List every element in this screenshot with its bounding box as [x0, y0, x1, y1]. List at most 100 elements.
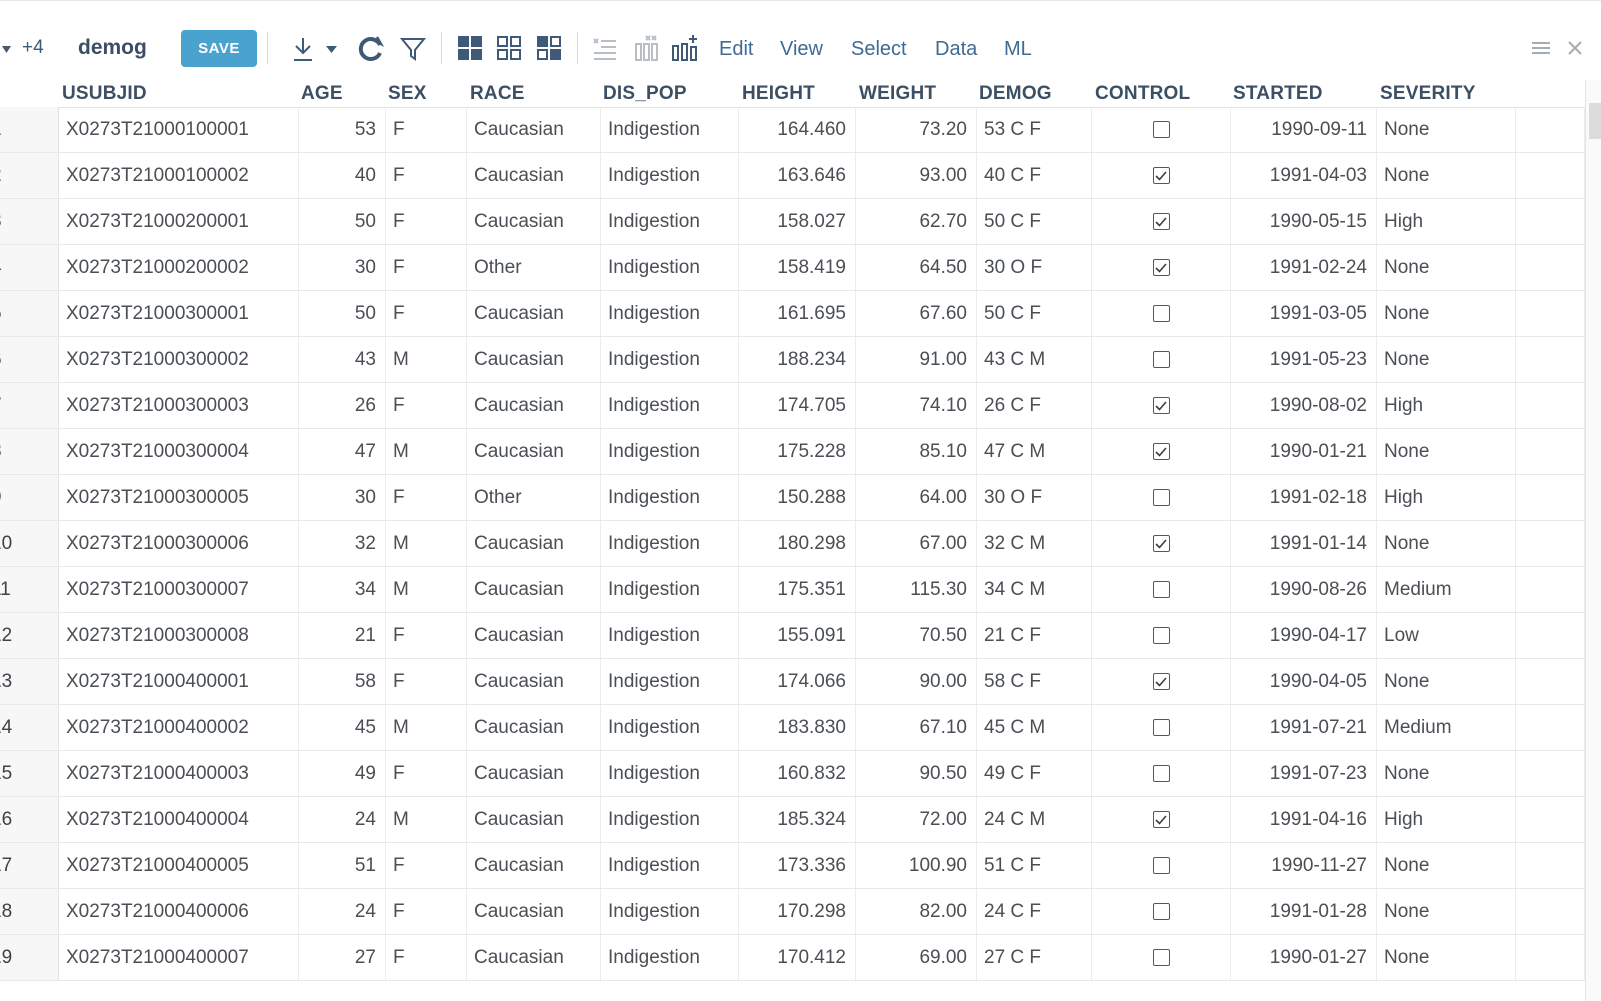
cell-severity[interactable]: Medium [1377, 567, 1516, 612]
cell-race[interactable]: Caucasian [467, 705, 601, 750]
cell-weight[interactable]: 62.70 [856, 199, 977, 244]
cell-age[interactable]: 30 [299, 245, 386, 290]
checkbox-unchecked[interactable] [1152, 719, 1170, 736]
cell-usubjid[interactable]: X0273T21000400007 [59, 935, 299, 980]
checkbox-checked[interactable] [1152, 535, 1170, 552]
cell-started[interactable]: 1991-01-28 [1231, 889, 1377, 934]
cell-demog[interactable]: 34 C M [977, 567, 1092, 612]
table-row[interactable]: 16 X0273T2100040000424MCaucasianIndigesti… [0, 797, 1585, 843]
cell-height[interactable]: 175.351 [739, 567, 856, 612]
scrollbar-thumb[interactable] [1589, 103, 1601, 139]
cell-dis-pop[interactable]: Indigestion [601, 843, 739, 888]
cell-sex[interactable]: F [386, 383, 467, 428]
cell-demog[interactable]: 43 C M [977, 337, 1092, 382]
cell-race[interactable]: Caucasian [467, 337, 601, 382]
cell-sex[interactable]: M [386, 567, 467, 612]
cell-started[interactable]: 1990-08-26 [1231, 567, 1377, 612]
row-header[interactable] [0, 153, 59, 198]
cell-empty[interactable] [1516, 291, 1585, 336]
cell-empty[interactable] [1516, 797, 1585, 842]
cell-dis-pop[interactable]: Indigestion [601, 199, 739, 244]
table-row[interactable]: 11 X0273T2100030000734MCaucasianIndigesti… [0, 567, 1585, 613]
cell-started[interactable]: 1990-04-05 [1231, 659, 1377, 704]
cell-age[interactable]: 21 [299, 613, 386, 658]
cell-empty[interactable] [1516, 429, 1585, 474]
cell-height[interactable]: 174.705 [739, 383, 856, 428]
column-header-sex[interactable]: SEX [388, 83, 427, 104]
row-header[interactable] [0, 475, 59, 520]
column-header-weight[interactable]: WEIGHT [859, 83, 937, 104]
cell-age[interactable]: 24 [299, 889, 386, 934]
cell-weight[interactable]: 72.00 [856, 797, 977, 842]
cell-weight[interactable]: 90.00 [856, 659, 977, 704]
row-number[interactable]: 4 [0, 245, 59, 290]
cell-severity[interactable]: None [1377, 935, 1516, 980]
cell-age[interactable]: 50 [299, 199, 386, 244]
cell-demog[interactable]: 30 O F [977, 475, 1092, 520]
row-number[interactable]: 9 [0, 475, 59, 520]
cell-race[interactable]: Caucasian [467, 521, 601, 566]
cell-weight[interactable]: 67.60 [856, 291, 977, 336]
cell-weight[interactable]: 69.00 [856, 935, 977, 980]
cell-empty[interactable] [1516, 521, 1585, 566]
cell-height[interactable]: 185.324 [739, 797, 856, 842]
cell-usubjid[interactable]: X0273T21000300006 [59, 521, 299, 566]
dropdown-caret-icon[interactable] [324, 43, 338, 55]
refresh-icon[interactable] [356, 34, 386, 64]
hamburger-menu-icon[interactable] [1532, 35, 1550, 61]
cell-empty[interactable] [1516, 475, 1585, 520]
cell-sex[interactable]: F [386, 245, 467, 290]
cell-age[interactable]: 40 [299, 153, 386, 198]
table-row[interactable]: 19 X0273T2100040000727FCaucasianIndigesti… [0, 935, 1585, 981]
cell-usubjid[interactable]: X0273T21000300002 [59, 337, 299, 382]
row-header[interactable] [0, 659, 59, 704]
cell-started[interactable]: 1990-05-15 [1231, 199, 1377, 244]
cell-race[interactable]: Caucasian [467, 429, 601, 474]
cell-dis-pop[interactable]: Indigestion [601, 153, 739, 198]
cell-empty[interactable] [1516, 935, 1585, 980]
menu-select[interactable]: Select [851, 37, 907, 60]
column-header-dis-pop[interactable]: DIS_POP [603, 83, 687, 104]
checkbox-unchecked[interactable] [1152, 627, 1170, 644]
cell-severity[interactable]: None [1377, 153, 1516, 198]
table-row[interactable]: 10 X0273T2100030000632MCaucasianIndigesti… [0, 521, 1585, 567]
cell-weight[interactable]: 100.90 [856, 843, 977, 888]
row-number[interactable]: 16 [0, 808, 13, 830]
cell-dis-pop[interactable]: Indigestion [601, 567, 739, 612]
cell-sex[interactable]: M [386, 337, 467, 382]
cell-age[interactable]: 47 [299, 429, 386, 474]
row-number[interactable]: 11 [0, 578, 11, 600]
cell-age[interactable]: 45 [299, 705, 386, 750]
cell-weight[interactable]: 90.50 [856, 751, 977, 796]
column-header-usubjid[interactable]: USUBJID [62, 83, 147, 104]
cell-usubjid[interactable]: X0273T21000200002 [59, 245, 299, 290]
cell-started[interactable]: 1990-01-21 [1231, 429, 1377, 474]
cell-severity[interactable]: None [1377, 751, 1516, 796]
cell-started[interactable]: 1990-11-27 [1231, 843, 1377, 888]
cell-height[interactable]: 188.234 [739, 337, 856, 382]
checkbox-unchecked[interactable] [1152, 351, 1170, 368]
cell-race[interactable]: Caucasian [467, 291, 601, 336]
cell-age[interactable]: 43 [299, 337, 386, 382]
row-header[interactable] [0, 107, 59, 152]
cell-severity[interactable]: None [1377, 245, 1516, 290]
cell-severity[interactable]: None [1377, 291, 1516, 336]
checkbox-checked[interactable] [1152, 397, 1170, 414]
cell-usubjid[interactable]: X0273T21000400004 [59, 797, 299, 842]
cell-empty[interactable] [1516, 337, 1585, 382]
checkbox-checked[interactable] [1152, 259, 1170, 276]
table-row[interactable]: 1X0273T2100010000153FCaucasianIndigestio… [0, 107, 1585, 153]
row-number[interactable]: 17 [0, 854, 13, 876]
row-number[interactable]: 5 [0, 291, 59, 336]
row-header[interactable] [0, 383, 59, 428]
cell-dis-pop[interactable]: Indigestion [601, 245, 739, 290]
cell-usubjid[interactable]: X0273T21000300008 [59, 613, 299, 658]
cell-race[interactable]: Caucasian [467, 659, 601, 704]
cell-sex[interactable]: F [386, 613, 467, 658]
checkbox-unchecked[interactable] [1152, 581, 1170, 598]
row-number[interactable]: 8 [0, 429, 59, 474]
cell-demog[interactable]: 30 O F [977, 245, 1092, 290]
grid-layout-third-icon[interactable] [535, 34, 563, 62]
cell-demog[interactable]: 40 C F [977, 153, 1092, 198]
row-header[interactable] [0, 521, 59, 566]
